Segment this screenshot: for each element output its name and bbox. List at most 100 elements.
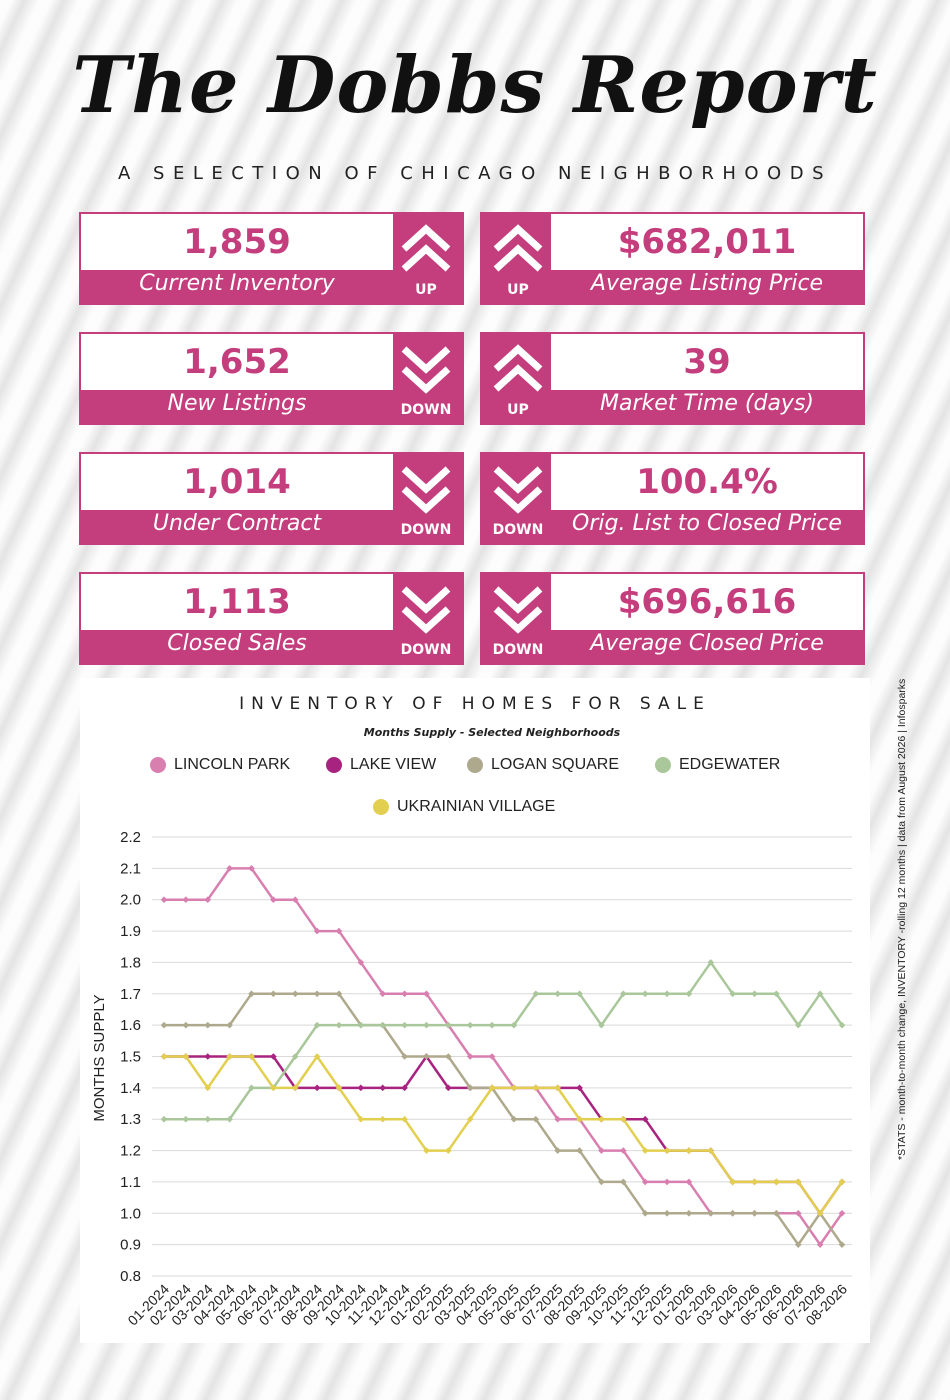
series-line-edgewater [164, 961, 844, 1121]
y-tick-label: 2.1 [120, 860, 141, 877]
data-point [379, 1021, 387, 1029]
data-point [226, 1021, 233, 1029]
data-point [838, 1241, 846, 1248]
data-point [445, 1084, 452, 1092]
data-point [291, 1053, 299, 1060]
data-point [423, 1147, 430, 1154]
legend-label: UKRAINIAN VILLAGE [397, 798, 556, 815]
data-point [182, 1021, 190, 1029]
stat-label: Market Time (days) [599, 391, 814, 416]
data-point [576, 990, 583, 998]
data-point [335, 990, 343, 998]
data-point [204, 1021, 212, 1029]
data-point [423, 1021, 430, 1029]
data-point [685, 1178, 693, 1186]
data-point [182, 1115, 190, 1123]
stat-label: Under Contract [152, 511, 322, 536]
data-point [160, 896, 168, 904]
data-point [576, 1115, 583, 1123]
data-point [707, 1147, 715, 1154]
stat-label: Average Closed Price [590, 631, 824, 656]
data-point [532, 990, 540, 998]
data-point [729, 1209, 736, 1217]
data-point [313, 927, 321, 935]
data-point [641, 990, 649, 998]
stat-value: 1,113 [81, 574, 393, 630]
data-point [794, 1209, 802, 1217]
data-point [226, 1115, 233, 1123]
data-point [707, 959, 715, 966]
data-point [182, 896, 190, 904]
data-point [663, 990, 671, 998]
data-point [401, 990, 408, 998]
data-point [619, 1178, 627, 1186]
stat-direction: DOWN [400, 522, 452, 538]
stat-label: Average Listing Price [590, 271, 824, 296]
data-point [554, 1084, 561, 1092]
legend-label: LAKE VIEW [350, 756, 437, 773]
legend-item-lake-view: LAKE VIEW [326, 756, 436, 774]
data-point [160, 1021, 168, 1029]
data-point [313, 1021, 321, 1029]
report-subtitle: A SELECTION OF CHICAGO NEIGHBORHOODS [117, 163, 832, 184]
data-point [532, 1115, 540, 1123]
data-point [160, 1115, 168, 1123]
y-tick-label: 1.3 [120, 1111, 141, 1128]
legend-item-edgewater: EDGEWATER [655, 756, 780, 774]
stat-direction: DOWN [492, 522, 544, 538]
data-point [270, 1084, 277, 1092]
legend-dot-icon [655, 757, 671, 773]
stat-direction: DOWN [400, 642, 452, 658]
data-point [598, 1178, 605, 1186]
stat-value: 39 [551, 334, 863, 390]
data-point [488, 1084, 496, 1092]
chart-panel [80, 678, 870, 1343]
stat-label: Closed Sales [167, 631, 307, 656]
stat-value: 1,014 [81, 454, 393, 510]
legend-label: LOGAN SQUARE [491, 756, 620, 773]
data-point [335, 1021, 343, 1029]
stat-value: 1,652 [81, 334, 393, 390]
data-point [357, 1115, 365, 1123]
data-point [510, 1084, 518, 1092]
data-point [379, 1084, 387, 1092]
double-chevron-down-icon [401, 346, 451, 394]
data-point [248, 1053, 255, 1060]
legend-item-logan-square: LOGAN SQUARE [467, 756, 619, 774]
data-point [751, 1178, 758, 1186]
data-point [423, 1053, 430, 1060]
stat-card-average-listing-price: $682,011 Average Listing Price UP [480, 212, 865, 305]
data-point [554, 1147, 561, 1154]
data-point [270, 990, 277, 998]
data-point [554, 990, 561, 998]
data-point [554, 1115, 561, 1123]
stat-label: Current Inventory [139, 271, 335, 296]
data-point [619, 990, 627, 998]
data-point [423, 990, 430, 998]
data-point [838, 1178, 846, 1186]
data-point [576, 1084, 583, 1092]
data-point [270, 896, 277, 904]
data-point [445, 1147, 452, 1154]
data-point [773, 990, 780, 998]
data-point [291, 896, 299, 904]
data-point [335, 927, 343, 935]
data-point [445, 1021, 452, 1029]
stat-value: $682,011 [551, 214, 863, 270]
stat-value: 100.4% [551, 454, 863, 510]
data-point [248, 865, 255, 872]
data-point [532, 1084, 540, 1092]
data-point [313, 1084, 321, 1092]
data-point [357, 959, 365, 966]
data-point [816, 990, 824, 998]
data-point [685, 1209, 693, 1217]
data-point [510, 1115, 518, 1123]
data-point [598, 1021, 605, 1029]
y-tick-label: 2.2 [120, 829, 141, 846]
data-point [619, 1115, 627, 1123]
data-point [641, 1178, 649, 1186]
legend-dot-icon [373, 799, 389, 815]
data-point [204, 1115, 212, 1123]
double-chevron-down-icon [493, 466, 543, 514]
series-line-ukrainian-village [164, 1055, 844, 1215]
